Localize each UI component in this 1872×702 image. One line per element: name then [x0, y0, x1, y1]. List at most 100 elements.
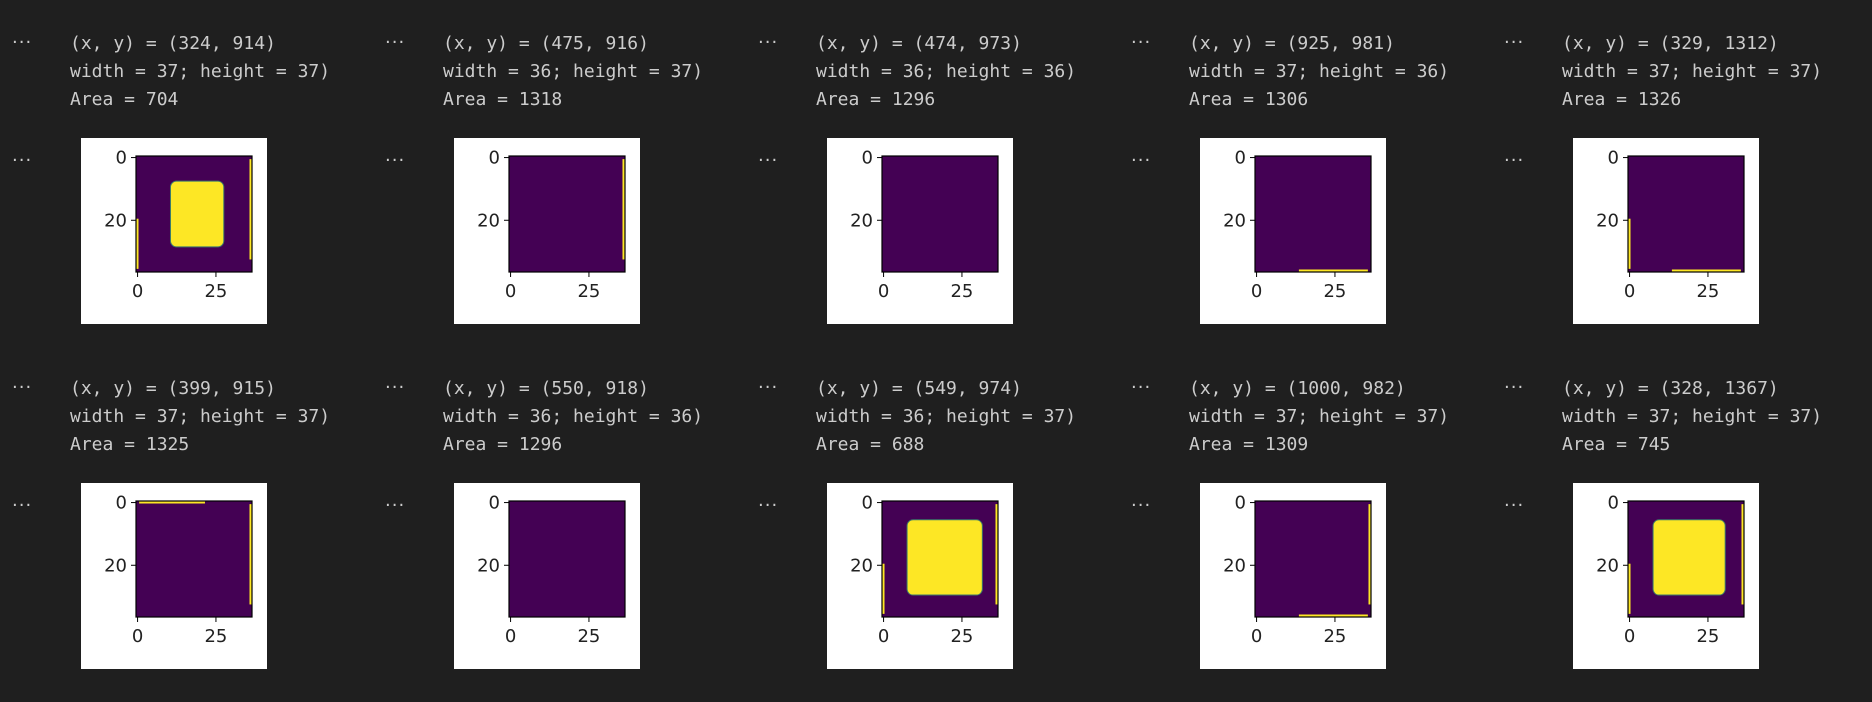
output-line-dims: width = 37; height = 37) — [70, 61, 331, 82]
printed-output: (x, y) = (925, 981) width = 37; height = … — [1189, 30, 1449, 114]
output-line-coords: (x, y) = (399, 915) — [70, 378, 276, 399]
y-tick-label: 20 — [104, 210, 127, 231]
more-actions-icon[interactable]: ··· — [1131, 32, 1152, 53]
x-tick-label: 0 — [132, 281, 143, 302]
output-cell: ··· ··· (x, y) = (925, 981) width = 37; hei… — [1131, 30, 1503, 375]
output-line-area: Area = 1318 — [443, 89, 563, 110]
x-tick-label: 0 — [1624, 281, 1635, 302]
more-actions-icon[interactable]: ··· — [12, 32, 33, 53]
plot-svg: 0 20 0 25 — [1223, 493, 1372, 647]
x-tick-label: 0 — [132, 626, 143, 647]
more-actions-icon[interactable]: ··· — [385, 150, 406, 171]
axes-frame — [881, 500, 999, 618]
x-tick-label: 25 — [1696, 281, 1719, 302]
more-actions-icon[interactable]: ··· — [12, 495, 33, 516]
output-cell: ··· ··· (x, y) = (324, 914) width = 37; hei… — [12, 30, 384, 375]
image-plot: 0 20 0 25 — [1200, 138, 1386, 324]
axes-frame — [1627, 155, 1745, 273]
output-line-area: Area = 688 — [816, 434, 925, 455]
plot-svg: 0 20 0 25 — [104, 493, 253, 647]
output-line-dims: width = 37; height = 37) — [70, 406, 331, 427]
image-background — [1628, 156, 1744, 272]
x-tick-label: 0 — [1624, 626, 1635, 647]
output-cell: ··· ··· (x, y) = (474, 973) width = 36; hei… — [758, 30, 1130, 375]
more-actions-icon[interactable]: ··· — [758, 150, 779, 171]
x-tick-label: 25 — [1696, 626, 1719, 647]
more-actions-icon[interactable]: ··· — [1131, 377, 1152, 398]
more-actions-icon[interactable]: ··· — [385, 377, 406, 398]
x-tick-label: 25 — [950, 281, 973, 302]
x-tick-label: 0 — [1251, 281, 1262, 302]
more-actions-icon[interactable]: ··· — [1504, 32, 1525, 53]
y-tick-label: 0 — [1235, 148, 1246, 169]
output-line-dims: width = 36; height = 37) — [443, 61, 704, 82]
y-tick-label: 20 — [1223, 210, 1246, 231]
more-actions-icon[interactable]: ··· — [758, 377, 779, 398]
plot-svg: 0 20 0 25 — [1223, 148, 1372, 302]
output-cell: ··· ··· (x, y) = (329, 1312) width = 37; he… — [1504, 30, 1872, 375]
edge-stripe-left — [1628, 218, 1631, 269]
more-actions-icon[interactable]: ··· — [1504, 377, 1525, 398]
axes-frame — [1254, 500, 1372, 618]
printed-output: (x, y) = (324, 914) width = 37; height = … — [70, 30, 330, 114]
more-actions-icon[interactable]: ··· — [1504, 495, 1525, 516]
output-cell: ··· ··· (x, y) = (549, 974) width = 36; hei… — [758, 375, 1130, 702]
x-tick-label: 25 — [1323, 626, 1346, 647]
more-actions-icon[interactable]: ··· — [1504, 150, 1525, 171]
edge-stripe-top — [139, 501, 205, 504]
more-actions-icon[interactable]: ··· — [12, 150, 33, 171]
y-tick-label: 0 — [1608, 493, 1619, 514]
more-actions-icon[interactable]: ··· — [12, 377, 33, 398]
image-plot: 0 20 0 25 — [454, 138, 640, 324]
output-line-dims: width = 37; height = 37) — [1562, 61, 1823, 82]
foreground-blob — [169, 180, 225, 248]
x-tick-label: 0 — [878, 281, 889, 302]
edge-stripe-bottom — [1298, 614, 1368, 617]
image-plot: 0 20 0 25 — [827, 483, 1013, 669]
edge-stripe-right — [1368, 504, 1371, 605]
image-plot: 0 20 0 25 — [1573, 483, 1759, 669]
y-tick-label: 0 — [489, 493, 500, 514]
output-line-area: Area = 704 — [70, 89, 179, 110]
printed-output: (x, y) = (549, 974) width = 36; height = … — [816, 375, 1076, 459]
more-actions-icon[interactable]: ··· — [385, 495, 406, 516]
printed-output: (x, y) = (328, 1367) width = 37; height =… — [1562, 375, 1822, 459]
y-tick-label: 0 — [862, 148, 873, 169]
y-tick-label: 0 — [489, 148, 500, 169]
more-actions-icon[interactable]: ··· — [758, 495, 779, 516]
output-line-coords: (x, y) = (550, 918) — [443, 378, 649, 399]
more-actions-icon[interactable]: ··· — [385, 32, 406, 53]
output-line-area: Area = 745 — [1562, 434, 1671, 455]
more-actions-icon[interactable]: ··· — [758, 32, 779, 53]
output-line-dims: width = 37; height = 37) — [1189, 406, 1450, 427]
axes-frame — [1627, 500, 1745, 618]
y-tick-label: 0 — [116, 493, 127, 514]
output-cell: ··· ··· (x, y) = (475, 916) width = 36; hei… — [385, 30, 757, 375]
x-tick-label: 0 — [1251, 626, 1262, 647]
y-tick-label: 20 — [850, 555, 873, 576]
plot-svg: 0 20 0 25 — [104, 148, 253, 302]
x-tick-label: 25 — [1323, 281, 1346, 302]
edge-stripe-right — [995, 504, 998, 605]
plot-svg: 0 20 0 25 — [477, 493, 626, 647]
output-line-coords: (x, y) = (324, 914) — [70, 33, 276, 54]
plot-svg: 0 20 0 25 — [477, 148, 626, 302]
more-actions-icon[interactable]: ··· — [1131, 495, 1152, 516]
edge-stripe-right — [249, 504, 252, 605]
x-tick-label: 25 — [950, 626, 973, 647]
x-tick-label: 0 — [505, 626, 516, 647]
plot-svg: 0 20 0 25 — [850, 148, 999, 302]
printed-output: (x, y) = (474, 973) width = 36; height = … — [816, 30, 1076, 114]
output-cell: ··· ··· (x, y) = (328, 1367) width = 37; he… — [1504, 375, 1872, 702]
image-background — [136, 501, 252, 617]
image-background — [882, 156, 998, 272]
foreground-blob — [906, 519, 983, 596]
axes-frame — [508, 500, 626, 618]
more-actions-icon[interactable]: ··· — [1131, 150, 1152, 171]
output-line-dims: width = 36; height = 36) — [816, 61, 1077, 82]
output-cell: ··· ··· (x, y) = (1000, 982) width = 37; he… — [1131, 375, 1503, 702]
y-tick-label: 20 — [1223, 555, 1246, 576]
edge-stripe-bottom — [1671, 269, 1741, 272]
y-tick-label: 0 — [116, 148, 127, 169]
output-cell: ··· ··· (x, y) = (399, 915) width = 37; hei… — [12, 375, 384, 702]
